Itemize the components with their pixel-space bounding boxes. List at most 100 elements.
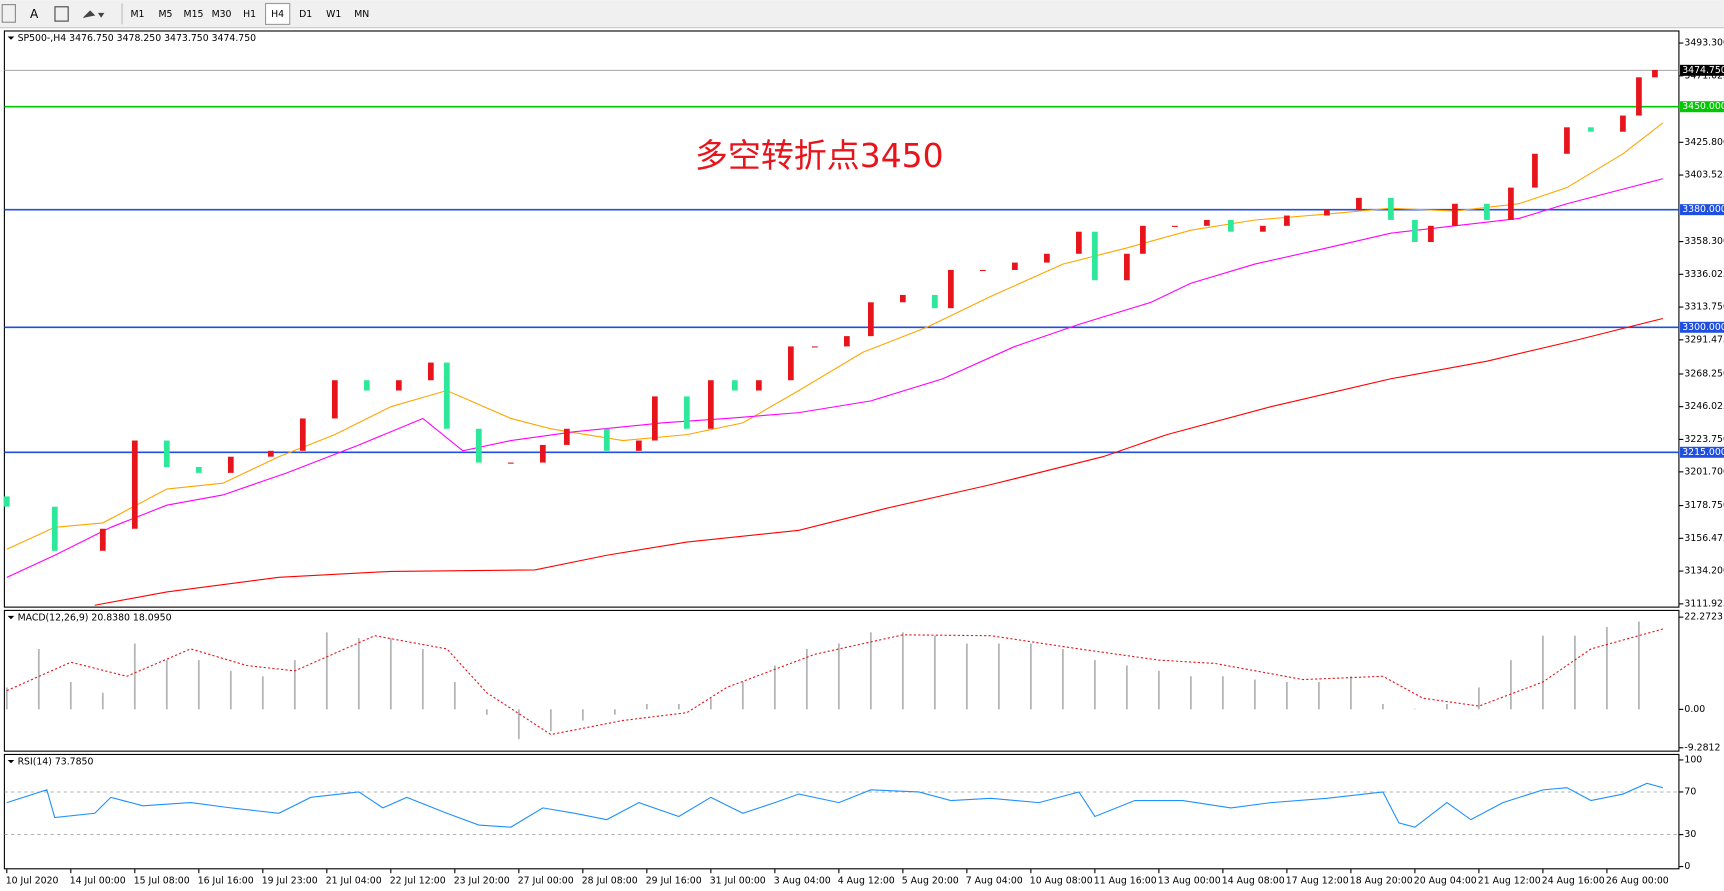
y-tick-label: 3134.200 — [1684, 566, 1724, 577]
candle-body — [603, 428, 610, 451]
candle-body — [427, 362, 434, 381]
tool-shapes[interactable] — [83, 10, 105, 19]
candle-body — [1260, 225, 1266, 232]
x-tick-label: 4 Aug 12:00 — [838, 875, 895, 886]
panel-title: MACD(12,26,9) 20.8380 18.0950 — [18, 613, 172, 624]
y-tick-label: -9.2812 — [1684, 742, 1720, 753]
chart-area — [0, 29, 1724, 891]
candle-body — [363, 380, 370, 391]
candle-body — [1204, 219, 1210, 226]
candle-body — [1484, 203, 1490, 220]
timeframe-button[interactable]: M5 — [158, 9, 172, 20]
timeframe-button[interactable]: M30 — [212, 9, 232, 20]
candle-body — [1588, 127, 1594, 132]
timeframe-button[interactable]: W1 — [326, 9, 341, 20]
y-tick-label: 3336.025 — [1684, 269, 1724, 280]
candle-body — [1652, 69, 1658, 78]
timeframe-button[interactable]: H4 — [271, 9, 284, 20]
candle-body — [227, 456, 234, 473]
candle-body — [707, 380, 714, 429]
panel-frame — [3, 753, 1680, 870]
candle-body — [1012, 262, 1018, 270]
candle-body — [900, 294, 906, 303]
tool-label[interactable] — [54, 6, 69, 22]
y-tick-label: 0 — [1684, 861, 1690, 872]
level-label-box — [1680, 321, 1724, 333]
x-tick-label: 10 Aug 08:00 — [1030, 875, 1093, 886]
candle-body — [651, 396, 658, 441]
y-tick-label: 3425.800 — [1684, 137, 1724, 148]
candle-body — [1412, 219, 1418, 243]
candle-body — [1532, 153, 1538, 188]
macd-signal — [6, 628, 1664, 736]
y-tick-label: 3246.025 — [1684, 401, 1724, 412]
moving-average — [94, 317, 1664, 606]
x-tick-label: 23 Jul 20:00 — [454, 875, 510, 886]
x-tick-label: 15 Jul 08:00 — [134, 875, 190, 886]
tool-cursor[interactable] — [1, 4, 16, 23]
moving-average — [6, 122, 1664, 550]
y-tick-label: 22.2723 — [1684, 612, 1723, 623]
candle-body — [475, 428, 482, 463]
candle-body — [51, 506, 58, 551]
tool-text[interactable]: A — [30, 7, 39, 21]
candle-body — [811, 346, 818, 348]
candle-body — [267, 450, 274, 457]
panel-title: RSI(14) 73.7850 — [18, 757, 94, 768]
candle-body — [1452, 203, 1458, 226]
timeframe-active — [264, 2, 291, 25]
toolbar — [0, 0, 1724, 28]
x-tick-label: 19 Jul 23:00 — [262, 875, 318, 886]
candle-body — [195, 466, 202, 473]
candle-body — [1284, 215, 1290, 226]
x-tick-label: 21 Aug 12:00 — [1478, 875, 1541, 886]
price-label: 3474.750 — [1682, 65, 1724, 76]
panel-marker — [7, 615, 15, 620]
candle-body — [844, 336, 850, 347]
candle-body — [1508, 187, 1514, 220]
candle-body — [948, 269, 954, 309]
candle-body — [1388, 197, 1394, 220]
timeframe-button[interactable]: M1 — [130, 9, 144, 20]
candle-body — [131, 440, 138, 529]
timeframe-button[interactable]: D1 — [299, 9, 312, 20]
candle-body — [731, 380, 738, 391]
rsi-line — [6, 782, 1664, 828]
candle-body — [1636, 77, 1642, 116]
y-tick-label: 30 — [1684, 829, 1696, 840]
x-tick-label: 31 Jul 00:00 — [710, 875, 766, 886]
panel-frame — [3, 30, 1680, 608]
timeframe-button[interactable]: MN — [354, 9, 369, 20]
level-label: 3380.000 — [1682, 204, 1724, 215]
candle-body — [1228, 219, 1234, 232]
candle-body — [980, 269, 986, 272]
y-tick-label: 3201.700 — [1684, 466, 1724, 477]
x-tick-label: 5 Aug 20:00 — [902, 875, 959, 886]
candle-body — [1124, 253, 1130, 281]
level-label: 3450.000 — [1682, 101, 1724, 112]
x-tick-label: 22 Jul 12:00 — [390, 875, 446, 886]
x-tick-label: 27 Jul 00:00 — [518, 875, 574, 886]
x-tick-label: 24 Aug 16:00 — [1542, 875, 1605, 886]
level-label-box — [1680, 446, 1724, 458]
y-tick-label: 3178.750 — [1684, 500, 1724, 511]
y-tick-label: 3313.750 — [1684, 302, 1724, 313]
candle-body — [1092, 231, 1098, 281]
panel-title: SP500-,H4 3476.750 3478.250 3473.750 347… — [18, 33, 257, 44]
candle-body — [299, 418, 306, 451]
x-tick-label: 28 Jul 08:00 — [582, 875, 638, 886]
y-tick-label: 100 — [1684, 754, 1702, 765]
x-tick-label: 13 Aug 00:00 — [1158, 875, 1221, 886]
candle-body — [755, 380, 762, 391]
x-tick-label: 16 Jul 16:00 — [198, 875, 254, 886]
candle-body — [1620, 115, 1626, 132]
timeframe-button[interactable]: H1 — [243, 9, 256, 20]
candle-body — [99, 528, 106, 551]
candle-body — [1564, 127, 1570, 154]
annotation: 多空转折点3450 — [695, 136, 944, 175]
candle-body — [1076, 231, 1082, 254]
timeframe-button[interactable]: M15 — [184, 9, 204, 20]
y-tick-label: 3403.525 — [1684, 170, 1724, 181]
candle-body — [331, 380, 338, 419]
